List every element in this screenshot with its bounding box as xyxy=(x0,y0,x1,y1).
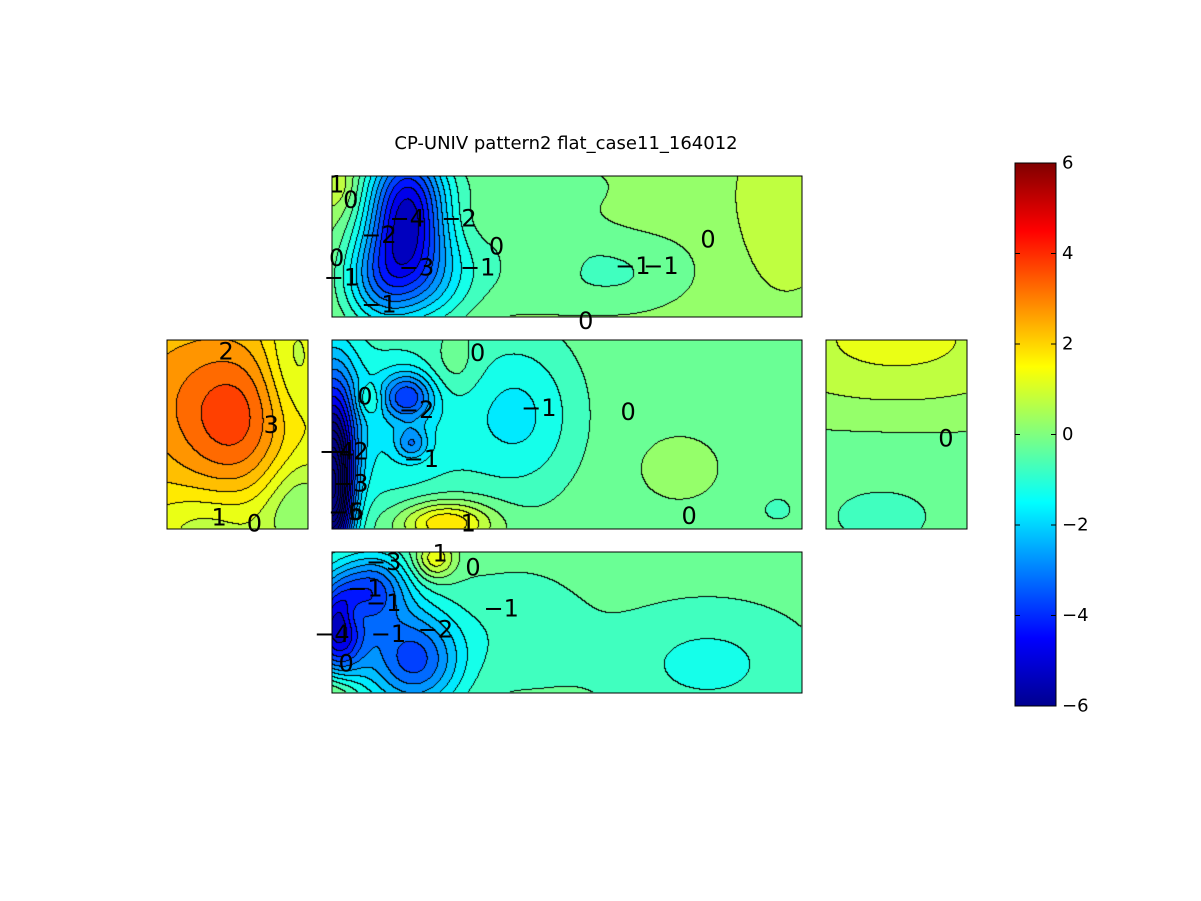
contour-label: −3 xyxy=(399,254,434,282)
contour-label: −4 xyxy=(319,438,354,466)
contour-label: 0 xyxy=(247,509,262,537)
contour-label: −1 xyxy=(484,594,519,622)
colorbar-tick-label: −6 xyxy=(1062,696,1089,717)
contour-label: −2 xyxy=(441,204,476,232)
contour-label: 0 xyxy=(620,398,635,426)
contour-label: −2 xyxy=(333,438,368,466)
contour-panel-right: 0 xyxy=(825,339,968,530)
contour-label: −2 xyxy=(418,616,453,644)
colorbar-tick-label: 2 xyxy=(1062,334,1073,355)
contour-panel-top: 10−4 −2−20−1 −3 −10−1−10−10 xyxy=(324,171,803,336)
colorbar-tick-label: −4 xyxy=(1062,605,1089,626)
panel-left-heatmap xyxy=(167,340,308,529)
panel-middle-heatmap xyxy=(332,340,802,529)
contour-label: −1 xyxy=(324,264,359,292)
contour-label: 0 xyxy=(329,244,344,272)
contour-label: 3 xyxy=(264,411,279,439)
contour-label: −2 xyxy=(361,221,396,249)
colorbar-ticks: 6 4 2 0 −2 −4 −6 xyxy=(1015,153,1089,717)
contour-label: 0 xyxy=(357,383,372,411)
contour-label: −2 xyxy=(399,396,434,424)
contour-label: −1 xyxy=(371,620,406,648)
contour-label: 1 xyxy=(329,171,344,199)
contour-label: 0 xyxy=(682,502,697,530)
chart-title: CP-UNIV pattern2 flat_case11_164012 xyxy=(394,133,737,154)
colorbar-tick-label: −2 xyxy=(1062,515,1089,536)
panel-left-contour-labels: 2 3 1 0 xyxy=(212,337,279,537)
contour-label: 0 xyxy=(470,339,485,367)
contour-label: 2 xyxy=(219,337,234,365)
contour-panel-middle: 0 −2 0 −1 0 −2 −1 −4 −3−6−5 1 0 xyxy=(319,339,803,537)
colorbar-tick-label: 0 xyxy=(1062,424,1073,445)
contour-label: −4 xyxy=(390,204,425,232)
panel-right-contour-labels: 0 xyxy=(938,424,953,452)
panel-middle-contour-labels: 0 −2 0 −1 0 −2 −1 −4 −3−6−5 1 0 xyxy=(319,339,697,537)
contour-label: −5 xyxy=(328,498,363,526)
contour-label: 1 xyxy=(461,509,476,537)
panel-right-heatmap xyxy=(826,340,967,529)
contour-label: −3 xyxy=(366,548,401,576)
contour-label: 0 xyxy=(343,186,358,214)
contour-label: −1 xyxy=(347,575,382,603)
colorbar: 6 4 2 0 −2 −4 −6 xyxy=(1014,153,1089,717)
contour-label: −1 xyxy=(460,254,495,282)
panel-bottom-heatmap xyxy=(332,552,802,693)
contour-panel-bottom: −3 10−1−1 −1−4 −1 −20 xyxy=(314,539,803,694)
colorbar-tick-label: 4 xyxy=(1062,243,1073,264)
contour-label: 0 xyxy=(938,424,953,452)
contour-label: −1 xyxy=(366,589,401,617)
contour-label: 0 xyxy=(338,649,353,677)
panel-bottom-frame xyxy=(331,551,803,694)
contour-label: −1 xyxy=(643,252,678,280)
contour-label: 0 xyxy=(578,307,593,335)
contour-label: −1 xyxy=(521,394,556,422)
colorbar-gradient xyxy=(1015,163,1056,706)
panel-top-frame xyxy=(331,175,803,318)
contour-panel-left: 2 3 1 0 xyxy=(166,337,309,537)
contour-label: 1 xyxy=(212,504,227,532)
panel-top-contour-labels: 10−4 −2−20−1 −3 −10−1−10−10 xyxy=(324,171,716,336)
contour-label: 1 xyxy=(432,539,447,567)
panel-right-frame xyxy=(825,339,968,530)
contour-label: 0 xyxy=(465,554,480,582)
contour-label: −1 xyxy=(404,445,439,473)
panel-middle-frame xyxy=(331,339,803,530)
contour-label: −3 xyxy=(333,470,368,498)
contour-label: −1 xyxy=(361,290,396,318)
panel-bottom-contour-labels: −3 10−1−1 −1−4 −1 −20 xyxy=(314,539,519,677)
panel-top-heatmap xyxy=(332,176,802,317)
colorbar-tick-label: 6 xyxy=(1062,153,1073,174)
contour-label: 0 xyxy=(700,225,715,253)
contour-label: −6 xyxy=(328,498,363,526)
contour-label: −1 xyxy=(615,252,650,280)
panel-left-frame xyxy=(166,339,309,530)
contour-label: 0 xyxy=(489,233,504,261)
